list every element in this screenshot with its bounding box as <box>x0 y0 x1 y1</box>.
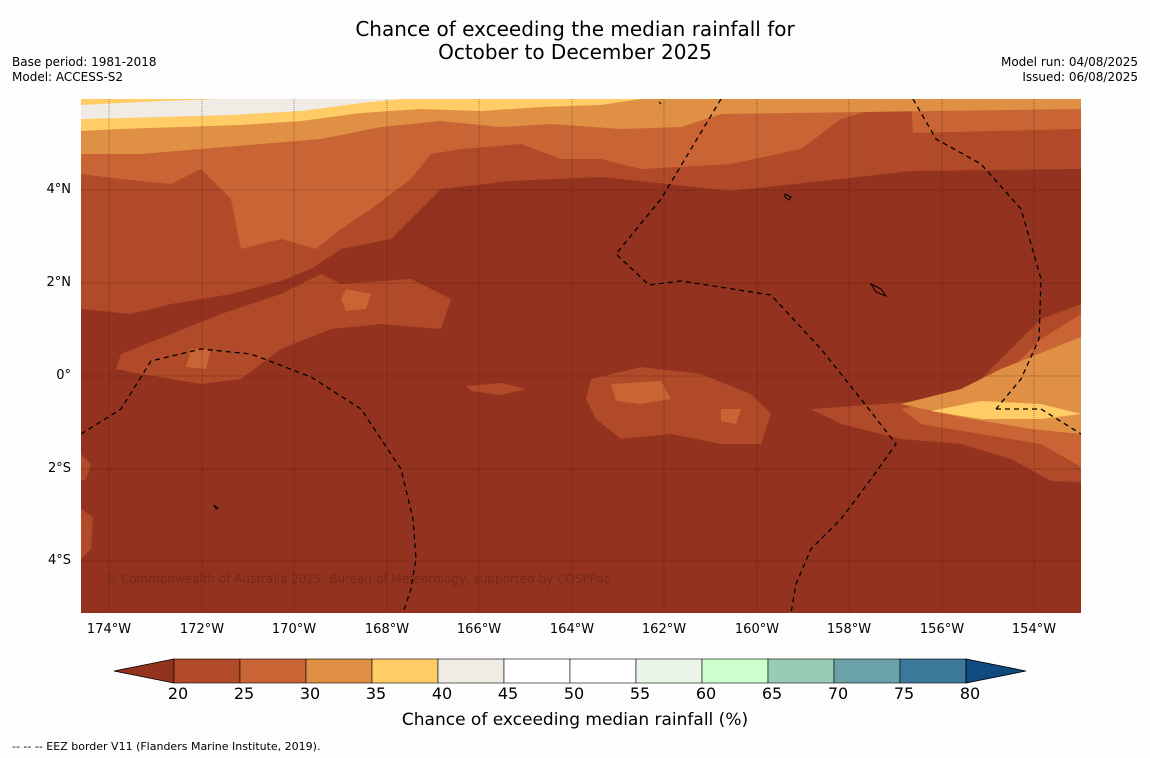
island-3 <box>213 504 219 510</box>
island-1 <box>784 193 792 201</box>
x-tick-label: 166°W <box>456 622 502 637</box>
colorbar-swatch <box>173 658 241 684</box>
y-tick-label: 2°S <box>47 461 71 476</box>
y-tick-label: 2°N <box>46 275 72 290</box>
x-tick-label: 168°W <box>364 622 410 637</box>
colorbar-label: 65 <box>761 684 783 703</box>
colorbar-swatch <box>767 658 835 684</box>
colorbar-label: 45 <box>497 684 519 703</box>
colorbar-swatch <box>899 658 967 684</box>
region-25-southwest <box>81 454 91 481</box>
colorbar-swatch <box>305 658 373 684</box>
title-line-2: October to December 2025 <box>438 40 712 64</box>
region-30-central <box>611 381 671 404</box>
gridlines <box>81 99 1081 613</box>
colorbar-label: 70 <box>827 684 849 703</box>
colorbar-swatch <box>833 658 901 684</box>
colorbar-extend-low <box>113 658 175 684</box>
x-tick-label: 154°W <box>1011 622 1057 637</box>
colorbar-label: 75 <box>893 684 915 703</box>
colorbar-swatch <box>371 658 439 684</box>
x-tick-label: 158°W <box>826 622 872 637</box>
base-period: Base period: 1981-2018 <box>12 55 157 69</box>
region-25-sliver <box>466 383 526 395</box>
model-run: Model run: 04/08/2025 <box>1000 55 1138 69</box>
colorbar-swatch <box>239 658 307 684</box>
colorbar <box>113 658 1027 684</box>
x-tick-label: 170°W <box>271 622 317 637</box>
y-tick-label: 0° <box>56 368 71 383</box>
region-25-southwest-2 <box>81 509 93 559</box>
eez-legend-note: -- -- -- EEZ border V11 (Flanders Marine… <box>12 740 321 753</box>
y-tick-label: 4°N <box>46 182 72 197</box>
colorbar-label: 35 <box>365 684 387 703</box>
region-30-west-small <box>341 289 371 311</box>
region-40-east <box>931 401 1081 419</box>
colorbar-swatch <box>701 658 769 684</box>
colorbar-label: 20 <box>167 684 189 703</box>
colorbar-swatch <box>503 658 571 684</box>
x-tick-label: 174°W <box>86 622 132 637</box>
chart-title: Chance of exceeding the median rainfall … <box>0 18 1150 64</box>
colorbar-label: 50 <box>563 684 585 703</box>
colorbar-label: 30 <box>299 684 321 703</box>
eez-borders <box>81 99 1081 613</box>
region-45-north <box>81 99 401 119</box>
colorbar-extend-high <box>965 658 1027 684</box>
meta-left: Base period: 1981-2018 Model: ACCESS-S2 <box>12 55 157 85</box>
x-tick-label: 172°W <box>179 622 225 637</box>
x-tick-label: 156°W <box>919 622 965 637</box>
colorbar-label: 80 <box>959 684 981 703</box>
x-tick-label: 162°W <box>641 622 687 637</box>
colorbar-swatch <box>635 658 703 684</box>
meta-right: Model run: 04/08/2025 Issued: 06/08/2025 <box>1001 55 1138 85</box>
colorbar-swatch <box>437 658 505 684</box>
colorbar-label: 25 <box>233 684 255 703</box>
title-line-1: Chance of exceeding the median rainfall … <box>355 17 795 41</box>
colorbar-label: 40 <box>431 684 453 703</box>
model-name: Model: ACCESS-S2 <box>12 70 124 84</box>
region-30-central-dot <box>721 409 741 424</box>
colorbar-label: 60 <box>695 684 717 703</box>
rainfall-map <box>81 99 1081 613</box>
colorbar-label: 55 <box>629 684 651 703</box>
region-30-west-dot <box>186 349 211 369</box>
copyright-notice: © Commonwealth of Australia 2025, Bureau… <box>105 572 611 586</box>
islands <box>213 101 888 510</box>
colorbar-swatch <box>569 658 637 684</box>
y-tick-label: 4°S <box>47 553 71 568</box>
x-tick-label: 164°W <box>549 622 595 637</box>
island-4 <box>658 101 662 105</box>
colorbar-title: Chance of exceeding median rainfall (%) <box>401 710 749 730</box>
x-tick-label: 160°W <box>734 622 780 637</box>
issued-date: Issued: 06/08/2025 <box>1022 70 1138 84</box>
island-2 <box>869 282 888 298</box>
